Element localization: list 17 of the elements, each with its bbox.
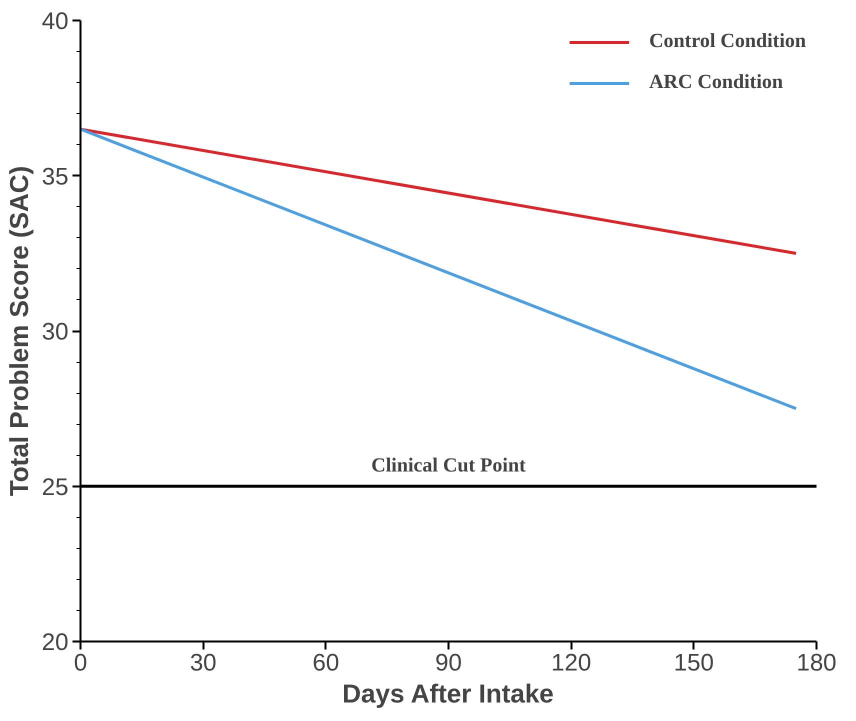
x-tick-label: 120 [551, 650, 592, 676]
ref-line-label: Clinical Cut Point [371, 454, 526, 476]
y-tick-label: 25 [42, 474, 69, 501]
y-tick-label: 40 [42, 8, 69, 35]
y-tick-label: 30 [42, 318, 69, 346]
x-tick-label: 0 [74, 650, 88, 676]
y-tick-label: 35 [42, 163, 69, 190]
x-tick-label: 180 [796, 650, 837, 676]
x-tick-label: 30 [190, 650, 217, 676]
x-tick-label: 150 [674, 650, 714, 676]
legend-label: ARC Condition [649, 71, 784, 94]
x-tick-label: 90 [435, 650, 462, 676]
y-axis-title: Total Problem Score (SAC) [4, 166, 34, 496]
x-axis-title: Days After Intake [342, 678, 554, 708]
legend-label: Control Condition [649, 30, 806, 53]
x-tick-label: 60 [312, 650, 340, 676]
y-tick-label: 20 [42, 629, 69, 656]
